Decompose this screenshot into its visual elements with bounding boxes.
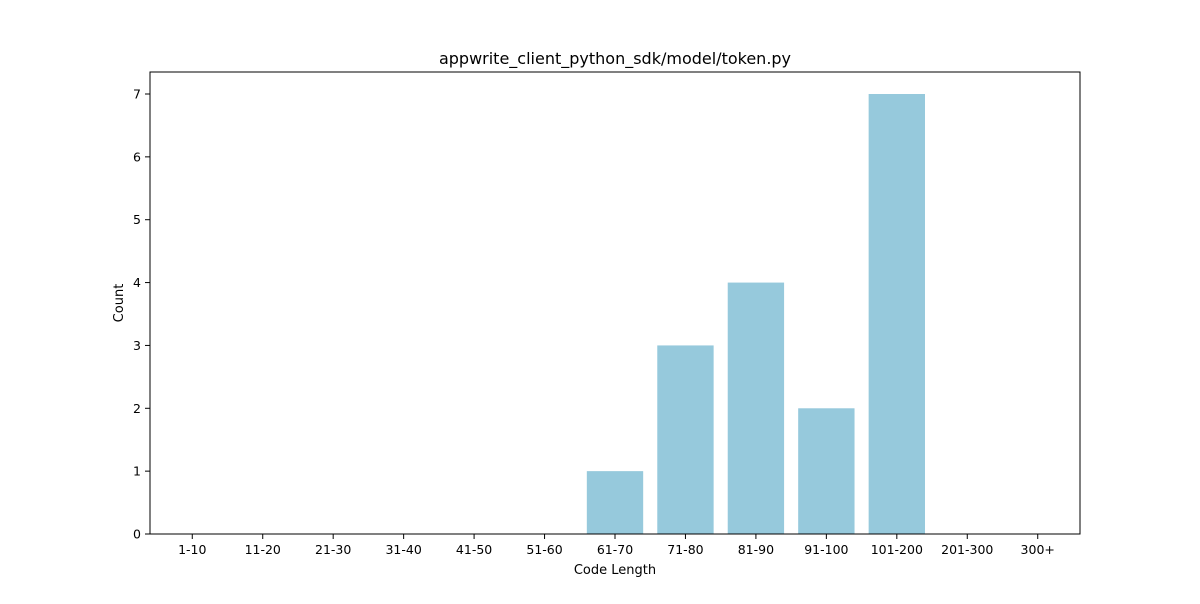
y-tick-label: 6 xyxy=(133,149,141,164)
x-tick-label: 91-100 xyxy=(804,542,848,557)
y-axis-label: Count xyxy=(112,284,127,323)
x-ticks-layer: 1-10 11-20 21-30 31-40 41-50 51-60 61-70 71-80 8… xyxy=(178,534,1055,557)
x-tick-label: 201-300 xyxy=(941,542,993,557)
chart-title: appwrite_client_python_sdk/model/token.p… xyxy=(439,49,791,69)
x-axis-label: Code Length xyxy=(574,563,656,578)
x-tick-label: 71-80 xyxy=(667,542,703,557)
plot-frame xyxy=(149,71,1081,535)
x-tick-label: 1-10 xyxy=(178,542,206,557)
x-tick-label: 21-30 xyxy=(315,542,351,557)
x-tick-label: 81-90 xyxy=(738,542,774,557)
bar-61-70 xyxy=(586,471,644,534)
x-tick-label: 101-200 xyxy=(871,542,923,557)
y-tick-label: 7 xyxy=(133,87,141,102)
x-tick-label: 300+ xyxy=(1021,542,1055,557)
x-tick-label: 11-20 xyxy=(245,542,281,557)
y-tick-label: 1 xyxy=(133,464,141,479)
x-tick-label: 61-70 xyxy=(597,542,633,557)
y-tick-label: 4 xyxy=(133,275,141,290)
bar-81-90 xyxy=(727,282,785,534)
y-tick-label: 2 xyxy=(133,401,141,416)
y-ticks-layer: 0 1 2 3 4 5 6 7 xyxy=(133,87,150,542)
bar-101-200 xyxy=(868,94,925,534)
x-tick-label: 31-40 xyxy=(385,542,421,557)
bar-71-80 xyxy=(657,345,714,534)
y-tick-label: 3 xyxy=(133,338,141,353)
x-tick-label: 41-50 xyxy=(456,542,492,557)
x-tick-label: 51-60 xyxy=(526,542,562,557)
bar-91-100 xyxy=(798,408,855,534)
y-tick-label: 0 xyxy=(133,527,141,542)
bars-layer xyxy=(586,94,925,534)
y-tick-label: 5 xyxy=(133,212,141,227)
